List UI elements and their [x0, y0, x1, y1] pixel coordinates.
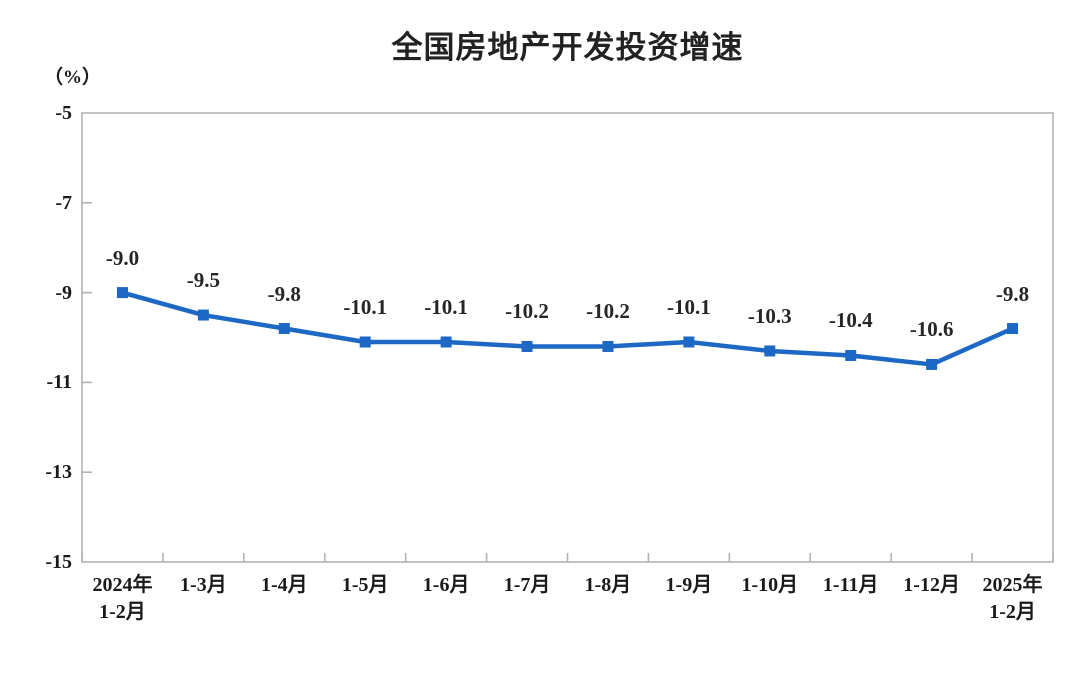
data-line [120, 290, 1015, 367]
y-axis-tick-label: -15 [45, 551, 72, 573]
data-point-marker [116, 287, 128, 299]
x-axis-category-label: 1-3月 [180, 574, 227, 596]
x-axis-category-label: 1-8月 [584, 574, 632, 596]
data-point-label: -10.3 [747, 303, 792, 328]
data-point-label: -9.8 [267, 281, 301, 306]
y-axis-tick-label: -9 [55, 281, 72, 304]
y-axis-tick-label: -13 [45, 461, 72, 484]
data-point-label: -10.1 [343, 294, 388, 319]
data-point-marker [845, 349, 857, 361]
x-axis-category-label: 1-7月 [503, 574, 551, 596]
data-point-label: -9.8 [995, 281, 1030, 306]
data-point-label: -10.1 [667, 294, 711, 319]
data-point-label: -10.4 [828, 308, 873, 333]
x-axis-category-label: 2024年 1-2月 [92, 574, 153, 623]
x-axis-category-label: 1-11月 [822, 574, 879, 596]
x-axis-category-label: 2025年 1-2月 [982, 574, 1043, 623]
data-point-marker [359, 336, 371, 348]
y-axis-tick-label: -7 [55, 191, 72, 214]
data-point-marker [764, 345, 776, 357]
data-point-marker [683, 336, 695, 348]
y-axis-tick-label: -5 [55, 102, 72, 124]
x-axis-category-label: 1-9月 [665, 574, 713, 596]
data-point-marker [1007, 323, 1019, 335]
data-point-marker [440, 336, 452, 348]
data-point-label: -10.1 [424, 294, 468, 319]
chart-title: 全国房地产开发投资增速 [391, 30, 744, 66]
x-axis-category-label: 1-4月 [260, 574, 308, 596]
data-point-label: -9.0 [105, 245, 140, 270]
data-point-label: -9.5 [186, 268, 220, 293]
data-point-marker [602, 340, 614, 352]
data-point-label: -10.2 [586, 299, 630, 324]
y-axis-tick-label: -11 [46, 371, 72, 394]
data-point-label: -10.6 [909, 317, 954, 342]
y-axis-unit-label: （%） [44, 67, 102, 88]
x-axis-category-label: 1-12月 [903, 574, 960, 596]
x-axis-category-label: 1-5月 [341, 574, 389, 596]
data-point-marker [926, 358, 938, 370]
data-point-marker [278, 323, 290, 335]
x-axis-category-label: 1-10月 [741, 574, 799, 596]
data-point-marker [521, 340, 533, 352]
data-point-label: -10.2 [505, 299, 549, 324]
data-point-marker [197, 309, 209, 321]
x-axis-category-label: 1-6月 [422, 574, 470, 596]
